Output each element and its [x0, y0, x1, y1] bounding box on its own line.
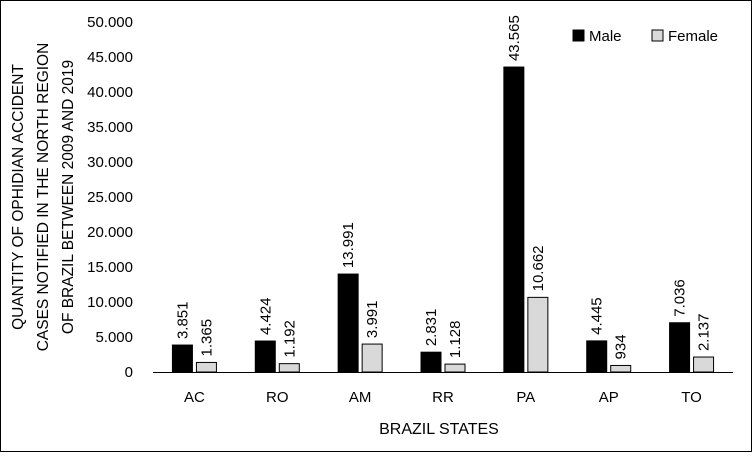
bar: [337, 273, 359, 373]
data-label: 7.036: [672, 279, 689, 317]
x-tick-label: TO: [681, 389, 702, 406]
legend-label: Male: [589, 28, 622, 45]
bar: [361, 343, 383, 373]
bar: [693, 356, 715, 373]
data-label: 43.565: [506, 15, 523, 61]
data-label: 934: [613, 334, 630, 359]
legend-label: Female: [668, 28, 718, 45]
legend-swatch: [651, 29, 664, 42]
y-axis-ticks: 0 5.000 10.000 15.000 20.000 25.000 30.000 35.0…: [87, 14, 133, 381]
data-label: 10.662: [530, 245, 547, 291]
bar: [171, 344, 193, 373]
data-label: 3.991: [364, 301, 381, 339]
y-tick-label: 25.000: [87, 189, 133, 206]
x-axis-title: BRAZIL STATES: [379, 421, 499, 438]
bar: [586, 340, 608, 373]
x-axis-ticks: AC RO AM RR PA AP TO: [184, 389, 702, 406]
y-tick-label: 50.000: [87, 14, 133, 31]
y-tick-label: 40.000: [87, 84, 133, 101]
value-labels: 3.851 1.365 4.424 1.192 13.991 3.991 2.831 1.12…: [174, 15, 712, 359]
data-label: 1.128: [447, 321, 464, 359]
data-label: 3.851: [174, 301, 191, 339]
data-label: 2.137: [696, 313, 713, 351]
y-axis-title-line: QUANTITY OF OPHIDIAN ACCIDENT: [10, 64, 27, 330]
y-axis-title: QUANTITY OF OPHIDIAN ACCIDENT CASES NOTIF…: [10, 43, 77, 352]
data-label: 1.365: [198, 319, 215, 357]
data-label: 1.192: [281, 320, 298, 358]
y-tick-label: 35.000: [87, 119, 133, 136]
y-axis-title-line: CASES NOTIFIED IN THE NORTH REGION: [35, 43, 52, 352]
data-label: 4.445: [589, 297, 606, 335]
bar: [610, 364, 632, 373]
legend: Male Female: [572, 28, 718, 45]
x-tick-label: RO: [266, 389, 289, 406]
bar: [254, 340, 276, 373]
bar: [444, 363, 466, 373]
x-tick-label: RR: [432, 389, 454, 406]
data-label: 2.831: [423, 309, 440, 347]
bar: [503, 66, 525, 373]
bars: [171, 66, 715, 373]
bar: [420, 351, 442, 373]
x-tick-label: AC: [184, 389, 205, 406]
y-tick-label: 0: [125, 364, 133, 381]
x-tick-label: PA: [516, 389, 535, 406]
y-tick-label: 5.000: [95, 329, 133, 346]
y-tick-label: 45.000: [87, 49, 133, 66]
y-tick-label: 30.000: [87, 154, 133, 171]
x-tick-label: AP: [599, 389, 619, 406]
bar: [669, 322, 691, 373]
bar: [278, 363, 300, 373]
data-label: 4.424: [257, 297, 274, 335]
legend-swatch: [572, 29, 585, 42]
y-tick-label: 10.000: [87, 294, 133, 311]
y-tick-label: 20.000: [87, 224, 133, 241]
data-label: 13.991: [340, 222, 357, 268]
y-axis-title-line: OF BRAZIL BETWEEN 2009 AND 2019: [60, 60, 77, 334]
bar: [195, 361, 217, 373]
y-tick-label: 15.000: [87, 259, 133, 276]
x-tick-label: AM: [349, 389, 372, 406]
bar: [527, 296, 549, 373]
